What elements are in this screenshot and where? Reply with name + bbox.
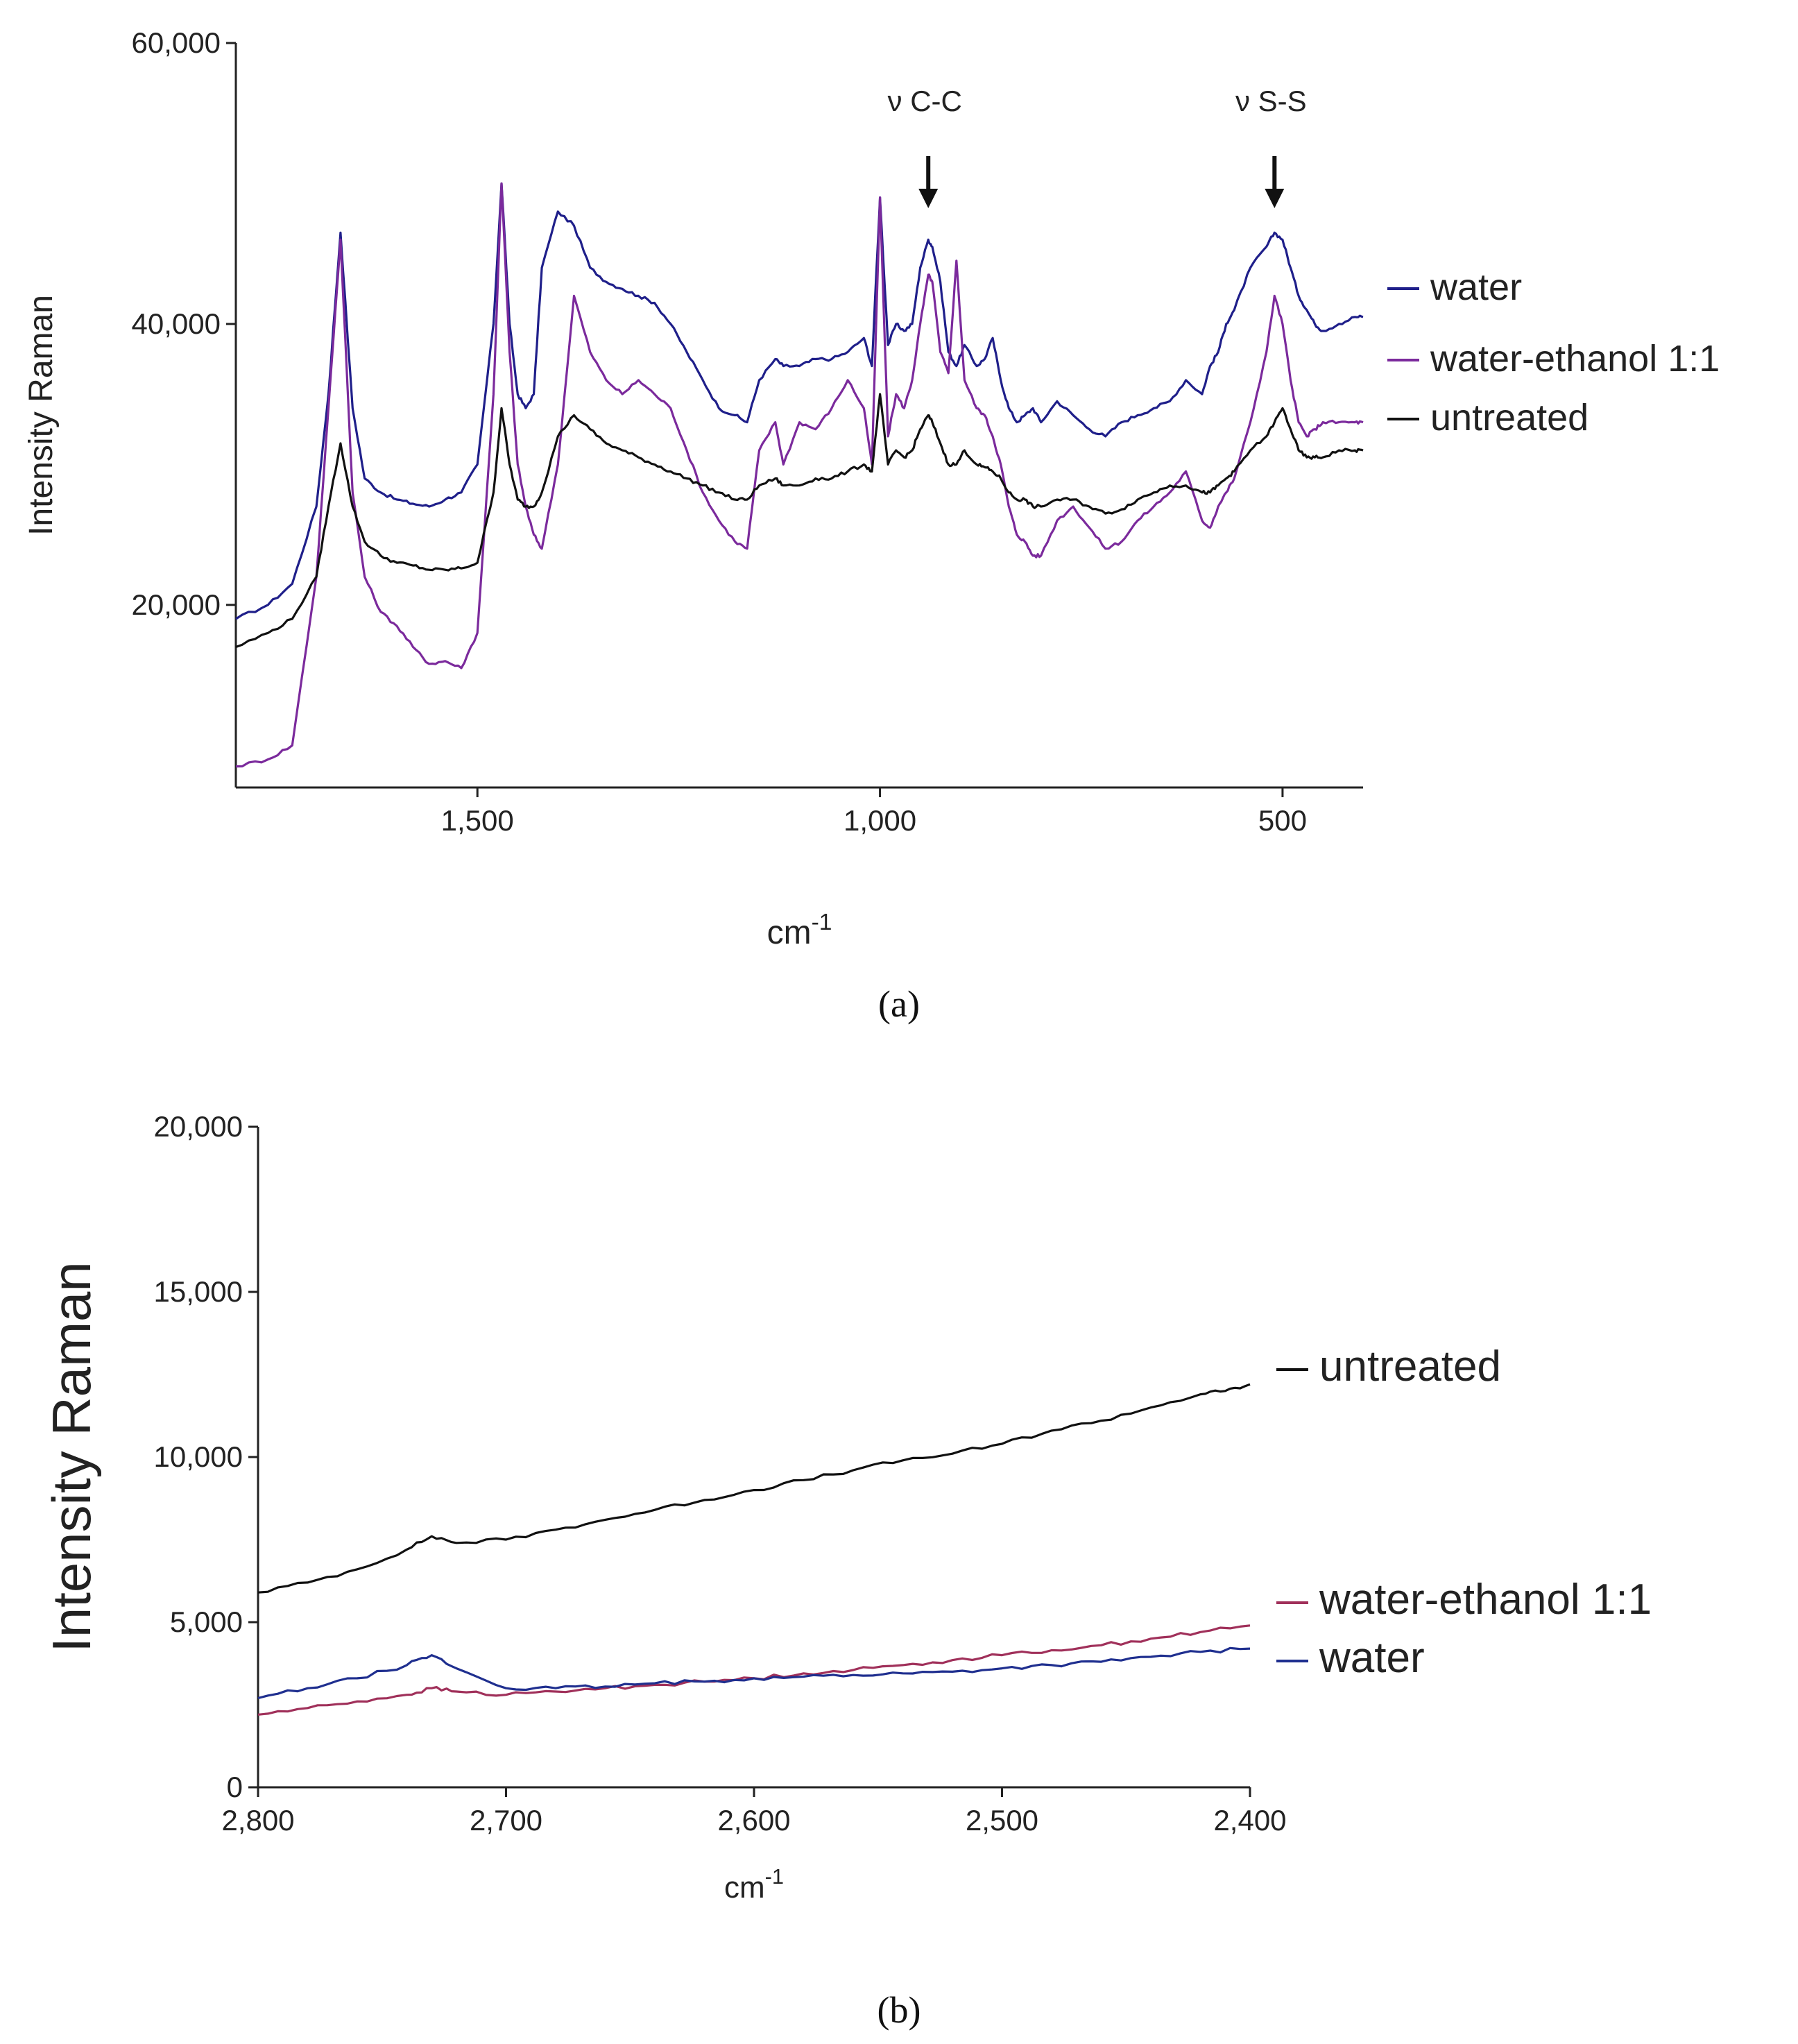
x-axis-label-superscript: -1: [765, 1864, 784, 1889]
x-tick-label: 2,500: [966, 1804, 1038, 1837]
y-tick-label: 5,000: [170, 1606, 243, 1638]
panel-b-chart: 0 5,000 10,000 15,000 20,000 2,800 2,700 2,600 2…: [41, 1110, 1652, 1905]
annotation-arrow-head: [918, 189, 939, 208]
series-line-water-ethanol-1-1: [257, 1624, 1251, 1716]
y-tick-label: 60,000: [132, 26, 221, 59]
x-axis-label: cm-1: [724, 1864, 784, 1905]
y-tick-label: 0: [227, 1771, 243, 1803]
y-axis-label: Intensity Raman: [23, 295, 60, 536]
y-axis-label: Intensity Raman: [41, 1261, 102, 1653]
series-line-water: [257, 1646, 1251, 1700]
panel-a-caption: (a): [878, 983, 920, 1025]
legend-label: untreated: [1319, 1343, 1501, 1390]
annotation-label: ν S-S: [1235, 85, 1307, 117]
x-axis-label-unit: cm: [767, 914, 812, 951]
panel-b-caption: (b): [877, 1989, 921, 2031]
y-tick-label: 10,000: [154, 1440, 243, 1473]
x-tick-label: 500: [1258, 804, 1307, 837]
legend-label: water: [1430, 266, 1522, 308]
x-axis-label-superscript: -1: [812, 910, 832, 935]
x-tick-label: 2,600: [717, 1804, 790, 1837]
series-line-untreated: [257, 1383, 1251, 1594]
y-tick-label: 15,000: [154, 1275, 243, 1308]
legend-label: water-ethanol 1:1: [1430, 338, 1720, 380]
series-line-untreated: [235, 393, 1364, 649]
x-tick-label: 2,700: [470, 1804, 542, 1837]
x-axis-label: cm-1: [767, 910, 832, 951]
legend-label: water: [1319, 1634, 1425, 1682]
series-line-water-ethanol-1-1: [235, 182, 1364, 768]
annotation-label: ν C-C: [888, 85, 962, 117]
x-tick-label: 2,400: [1213, 1804, 1286, 1837]
x-tick-label: 2,800: [221, 1804, 294, 1837]
annotation-arrow-head: [1265, 189, 1285, 208]
legend-label: water-ethanol 1:1: [1319, 1576, 1652, 1624]
y-tick-label: 20,000: [132, 588, 221, 621]
series-line-water: [235, 182, 1364, 620]
x-axis-label-unit: cm: [724, 1871, 765, 1905]
panel-a-chart: 20,000 40,000 60,000 1,500 1,000 500 Intensity…: [23, 26, 1720, 951]
legend-label: untreated: [1430, 397, 1589, 438]
x-tick-label: 1,000: [844, 804, 916, 837]
y-tick-label: 20,000: [154, 1110, 243, 1143]
x-tick-label: 1,500: [441, 804, 514, 837]
y-tick-label: 40,000: [132, 307, 221, 340]
